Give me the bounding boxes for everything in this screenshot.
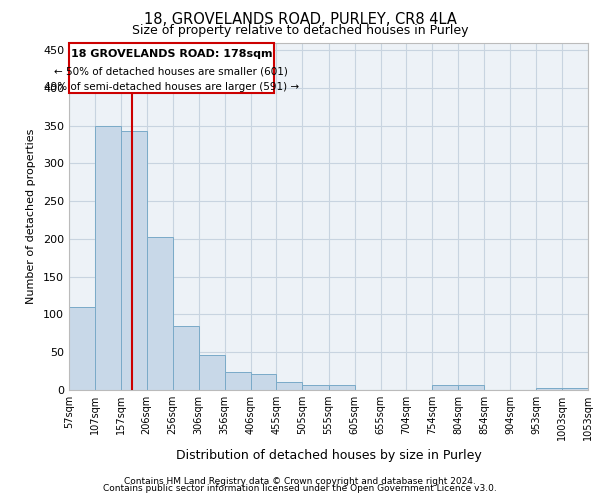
Bar [251,374,277,390]
Text: Size of property relative to detached houses in Purley: Size of property relative to detached ho… [132,24,468,37]
Bar [432,384,458,390]
Bar [277,382,302,390]
Bar [536,388,562,390]
Text: Contains public sector information licensed under the Open Government Licence v3: Contains public sector information licen… [103,484,497,493]
Bar [302,384,329,390]
Bar [121,131,146,390]
Bar [199,355,225,390]
Bar [95,126,121,390]
Text: 18 GROVELANDS ROAD: 178sqm: 18 GROVELANDS ROAD: 178sqm [71,49,272,59]
FancyBboxPatch shape [69,42,274,93]
Bar [329,384,355,390]
Bar [173,326,199,390]
Bar [225,372,251,390]
Bar [69,307,95,390]
X-axis label: Distribution of detached houses by size in Purley: Distribution of detached houses by size … [176,448,481,462]
Bar [458,386,484,390]
Text: 49% of semi-detached houses are larger (591) →: 49% of semi-detached houses are larger (… [44,82,299,92]
Text: 18, GROVELANDS ROAD, PURLEY, CR8 4LA: 18, GROVELANDS ROAD, PURLEY, CR8 4LA [143,12,457,28]
Y-axis label: Number of detached properties: Number of detached properties [26,128,36,304]
Text: ← 50% of detached houses are smaller (601): ← 50% of detached houses are smaller (60… [55,66,289,76]
Bar [146,236,173,390]
Bar [562,388,588,390]
Text: Contains HM Land Registry data © Crown copyright and database right 2024.: Contains HM Land Registry data © Crown c… [124,477,476,486]
